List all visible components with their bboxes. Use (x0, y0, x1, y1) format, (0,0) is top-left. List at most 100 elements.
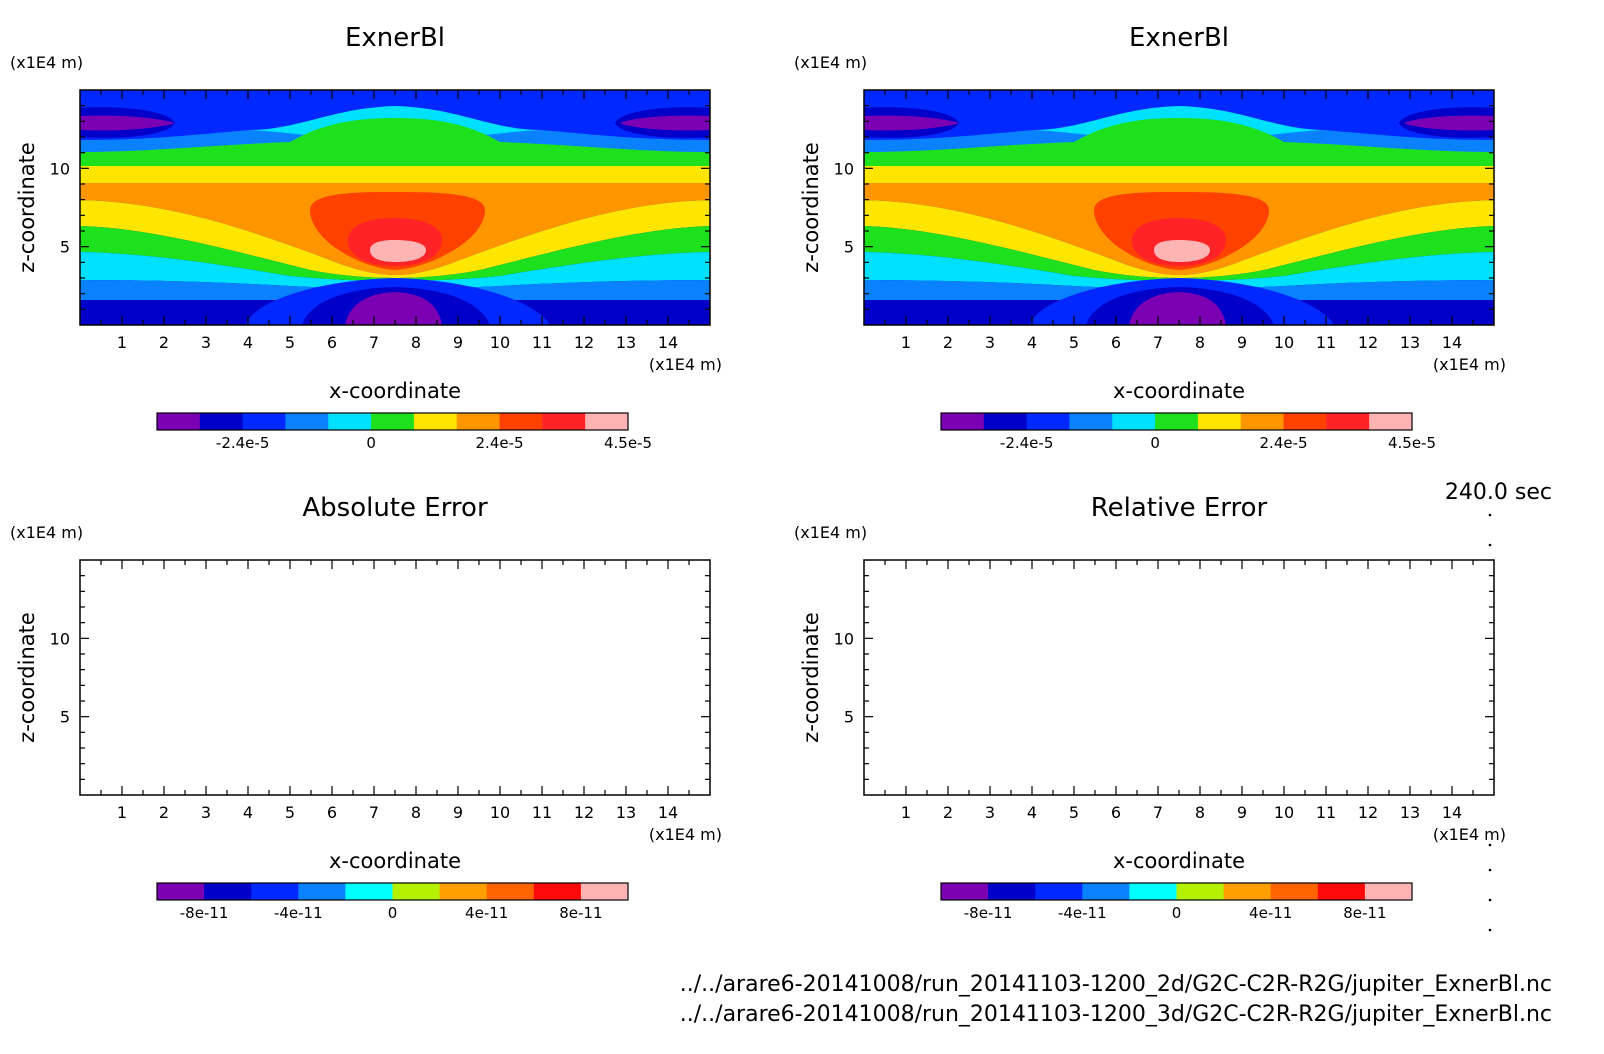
x-tick-label: 14 (1442, 333, 1462, 352)
colorbar: -8e-11 -4e-11 0 4e-11 8e-11 (940, 882, 1413, 922)
colorbar-swatch (1082, 883, 1130, 900)
x-tick-label: 4 (243, 803, 253, 822)
x-tick-label: 7 (1153, 803, 1163, 822)
y-tick-label: 10 (834, 629, 854, 648)
colorbar-swatch (988, 883, 1036, 900)
time-label: 240.0 sec (1444, 480, 1552, 505)
colorbar-swatch (1035, 883, 1083, 900)
x-tick-label: 3 (985, 333, 995, 352)
colorbar-swatch (1369, 413, 1413, 430)
colorbar-swatch (285, 413, 329, 430)
chart-panel: Relative Error(x1E4 m)1 2 3 4 5 6 7 8 9 10 11 12 13 1… (794, 493, 1506, 922)
colorbar-swatch (1069, 413, 1113, 430)
colorbar-swatch (413, 413, 458, 430)
x-axis-label: x-coordinate (1113, 379, 1245, 403)
colorbar: -2.4e-5 0 2.4e-5 4.5e-5 (156, 412, 652, 452)
contour-band (345, 292, 442, 325)
contour-band (80, 226, 710, 281)
y-unit-label: (x1E4 m) (794, 53, 867, 72)
marker-dot (1488, 868, 1492, 872)
colorbar-label: 0 (366, 434, 376, 452)
y-tick-label: 5 (844, 238, 854, 257)
colorbar-swatch (941, 883, 989, 900)
colorbar-swatch (371, 413, 415, 430)
colorbar-label: 4.5e-5 (1388, 434, 1436, 452)
chart-panel: ExnerBl(x1E4 m)1 2 3 4 5 6 7 8 9 10 11 12 13 14510(x1… (10, 23, 722, 452)
x-tick-label: 3 (985, 803, 995, 822)
x-tick-label: 6 (1111, 333, 1121, 352)
contour-band (80, 118, 710, 170)
y-axis-label: z-coordinate (799, 142, 823, 273)
x-tick-label: 5 (285, 803, 295, 822)
contour-band (864, 166, 1494, 183)
y-axis-label: z-coordinate (15, 142, 39, 273)
x-tick-label: 7 (369, 333, 379, 352)
colorbar-swatch (941, 413, 985, 430)
colorbar-swatch (157, 883, 205, 900)
colorbar-swatch (251, 883, 299, 900)
x-tick-label: 9 (1237, 333, 1247, 352)
x-tick-label: 2 (943, 333, 953, 352)
x-axis-label: x-coordinate (329, 849, 461, 873)
colorbar-swatch (1240, 413, 1285, 430)
colorbar-swatch (298, 883, 346, 900)
colorbar-label: 2.4e-5 (1260, 434, 1308, 452)
x-tick-label: 10 (490, 333, 510, 352)
colorbar-swatch (1270, 883, 1319, 900)
x-tick-label: 1 (117, 333, 127, 352)
plot-frame (79, 559, 711, 796)
colorbar-swatch (204, 883, 252, 900)
x-unit-label: (x1E4 m) (1433, 355, 1506, 374)
colorbar-label: -4e-11 (1058, 904, 1107, 922)
colorbar-swatch (486, 883, 535, 900)
x-tick-label: 13 (616, 333, 636, 352)
y-axis-label: z-coordinate (799, 612, 823, 743)
colorbar-swatch (1326, 413, 1370, 430)
x-unit-label: (x1E4 m) (1433, 825, 1506, 844)
colorbar-swatch (580, 883, 629, 900)
x-tick-label: 1 (901, 333, 911, 352)
chart-panel: Absolute Error(x1E4 m)1 2 3 4 5 6 7 8 9 10 11 12 13 1… (10, 493, 722, 922)
colorbar-label: 0 (1172, 904, 1182, 922)
colorbar-frame (156, 412, 629, 431)
x-tick-label: 11 (532, 803, 552, 822)
contour-band (864, 118, 1494, 170)
colorbar-label: -2.4e-5 (216, 434, 269, 452)
y-tick-label: 5 (844, 708, 854, 727)
y-unit-label: (x1E4 m) (10, 53, 83, 72)
contour-band (370, 240, 426, 262)
x-tick-label: 2 (159, 333, 169, 352)
contour-band (80, 107, 710, 138)
x-tick-label: 13 (616, 803, 636, 822)
contour-band (864, 226, 1494, 281)
y-tick-label: 5 (60, 708, 70, 727)
x-tick-label: 10 (1274, 333, 1294, 352)
x-tick-label: 9 (453, 803, 463, 822)
contour-band (864, 200, 1494, 278)
x-tick-label: 6 (327, 803, 337, 822)
contour-band (80, 90, 710, 155)
colorbar-swatch (328, 413, 372, 430)
x-tick-label: 12 (574, 333, 594, 352)
marker-dot (1488, 843, 1492, 847)
y-unit-label: (x1E4 m) (794, 523, 867, 542)
x-tick-label: 11 (1316, 333, 1336, 352)
colorbar-label: 0 (1150, 434, 1160, 452)
colorbar-swatch (1317, 883, 1366, 900)
x-tick-label: 3 (201, 333, 211, 352)
contour-band (1129, 292, 1226, 325)
x-tick-label: 12 (1358, 333, 1378, 352)
contour-band (864, 252, 1494, 289)
x-unit-label: (x1E4 m) (649, 825, 722, 844)
colorbar-swatch (1155, 413, 1199, 430)
x-tick-label: 10 (490, 803, 510, 822)
colorbar-label: 4e-11 (1249, 904, 1292, 922)
marker-dot (1488, 543, 1492, 547)
marker-dot (1488, 513, 1492, 517)
colorbar-label: 0 (388, 904, 398, 922)
x-axis-label: x-coordinate (1113, 849, 1245, 873)
colorbar-label: 4e-11 (465, 904, 508, 922)
